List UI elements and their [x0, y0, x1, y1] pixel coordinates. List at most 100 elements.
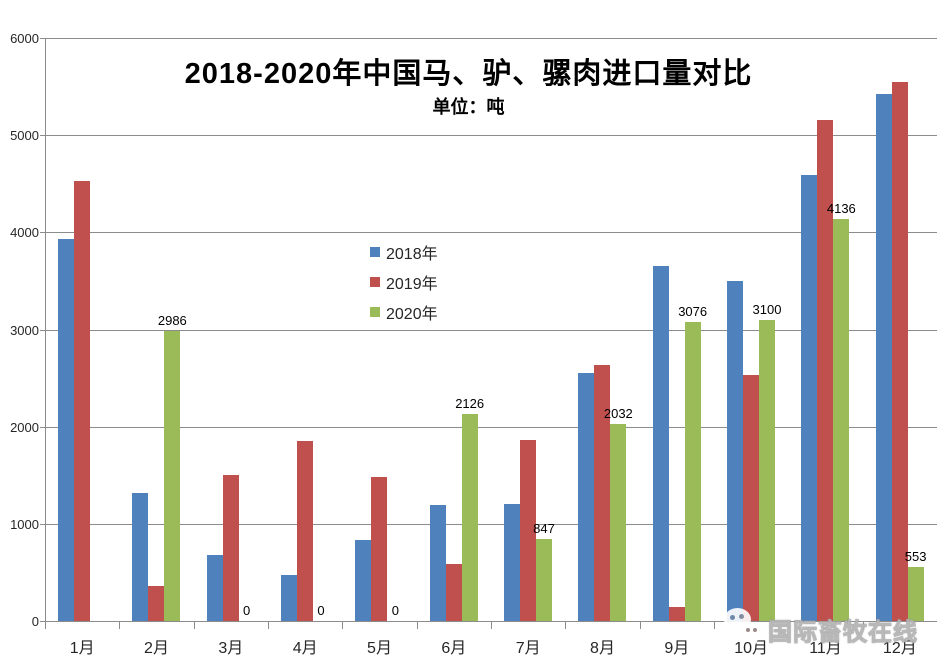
- y-axis-label-2000: 2000: [10, 419, 39, 435]
- x-axis-tick-10: [788, 621, 790, 629]
- bar-2018年-5月: [355, 540, 372, 621]
- x-axis-label-4月: 4月: [292, 640, 318, 657]
- value-label-2020年-3月: 0: [243, 603, 251, 618]
- x-axis-label-3月: 3月: [218, 640, 244, 657]
- gridline-5000: [45, 135, 937, 137]
- x-axis-tick-5: [416, 621, 418, 629]
- bar-2019年-4月: [297, 441, 313, 621]
- x-axis-tick-2: [193, 621, 195, 629]
- legend-swatch-2019: [370, 276, 380, 287]
- y-axis-line: [45, 38, 46, 629]
- x-axis-tick-8: [639, 621, 641, 629]
- y-axis-tick-5000: [40, 135, 45, 137]
- chart-title: 2018-2020年中国马、驴、骡肉进口量对比: [184, 58, 753, 90]
- bar-2020年-10月: [759, 319, 775, 621]
- bar-2020年-6月: [461, 414, 478, 621]
- legend-item-2020: 2020年: [370, 303, 438, 323]
- legend-swatch-2020: [370, 306, 380, 317]
- y-axis-tick-4000: [40, 232, 45, 234]
- gridline-1000: [45, 523, 937, 525]
- x-axis-label-5月: 5月: [367, 640, 392, 657]
- y-axis-tick-6000: [40, 38, 45, 39]
- x-axis-tick-11: [862, 621, 864, 629]
- gridline-3000: [45, 329, 937, 331]
- x-axis-label-2月: 2月: [144, 640, 169, 657]
- bar-2019年-10月: [743, 375, 759, 621]
- wechat-icon-eye: [730, 615, 735, 620]
- bar-2019年-8月: [594, 365, 611, 621]
- bar-2020年-7月: [536, 538, 552, 621]
- value-label-2020年-4月: 0: [317, 603, 325, 618]
- value-label-2020年-2月: 2986: [157, 312, 187, 328]
- y-axis-tick-2000: [40, 426, 45, 428]
- value-label-2020年-12月: 553: [904, 549, 927, 565]
- x-axis-label-7月: 7月: [515, 640, 541, 657]
- gridline-4000: [45, 232, 937, 234]
- bar-2018年-10月: [727, 280, 743, 621]
- bar-2018年-4月: [281, 575, 297, 621]
- y-axis-tick-1000: [40, 523, 45, 525]
- bar-2019年-6月: [445, 563, 462, 621]
- x-axis-label-11月: 11月: [809, 640, 842, 657]
- x-axis-tick-4: [342, 621, 344, 629]
- bar-2020年-12月: [907, 567, 924, 621]
- wechat-icon-eye: [753, 628, 757, 632]
- chart-subtitle: 单位：吨: [432, 97, 505, 117]
- bar-2019年-9月: [668, 607, 685, 621]
- bar-2020年-11月: [833, 219, 850, 621]
- bar-2019年-5月: [371, 477, 388, 621]
- value-label-2020年-10月: 3100: [752, 301, 782, 317]
- bar-2019年-11月: [817, 119, 834, 621]
- bar-2018年-3月: [206, 554, 223, 621]
- x-axis-tick-7: [565, 621, 567, 629]
- value-label-2020年-5月: 0: [391, 603, 399, 618]
- y-axis-label-6000: 6000: [10, 31, 39, 46]
- y-axis-label-5000: 5000: [10, 128, 39, 144]
- value-label-2020年-9月: 3076: [678, 304, 708, 320]
- wechat-icon-eye: [739, 614, 744, 619]
- x-axis-tick-1: [119, 621, 121, 629]
- bar-2019年-1月: [74, 180, 90, 621]
- bar-2019年-12月: [891, 81, 908, 621]
- bar-2019年-2月: [148, 586, 165, 621]
- x-axis-tick-6: [491, 621, 492, 629]
- watermark-text: 国际畜牧在线: [768, 619, 918, 647]
- x-axis-label-1月: 1月: [69, 640, 95, 657]
- x-axis-tick-9: [714, 621, 715, 629]
- bar-2018年-8月: [578, 373, 595, 621]
- bar-2020年-8月: [610, 423, 627, 621]
- watermark: 国际畜牧在线: [716, 598, 926, 656]
- y-axis-tick-0: [40, 621, 45, 622]
- x-axis-label-9月: 9月: [664, 640, 690, 657]
- y-axis-label-0: 0: [31, 614, 39, 629]
- y-axis-label-3000: 3000: [10, 322, 39, 338]
- y-axis-label-1000: 1000: [10, 516, 39, 532]
- legend-swatch-2018: [370, 246, 380, 257]
- gridline-2000: [45, 426, 937, 428]
- legend-label-2019: 2019年: [386, 275, 438, 293]
- y-axis-label-4000: 4000: [10, 225, 39, 241]
- x-axis-label-8月: 8月: [590, 640, 615, 657]
- bar-2018年-1月: [58, 239, 74, 621]
- legend-label-2020: 2020年: [386, 305, 438, 323]
- bar-2018年-11月: [801, 175, 818, 621]
- value-label-2020年-11月: 4136: [826, 201, 856, 217]
- wechat-icon-small-bubble: [741, 622, 762, 642]
- value-label-2020年-6月: 2126: [455, 396, 485, 412]
- legend: 2018年 2019年 2020年: [370, 243, 438, 333]
- x-axis-label-12月: 12月: [882, 640, 917, 657]
- legend-item-2019: 2019年: [370, 273, 438, 293]
- bar-2019年-3月: [222, 475, 239, 621]
- x-axis-tick-0: [45, 621, 46, 629]
- bar-2019年-7月: [520, 440, 536, 621]
- bar-2018年-9月: [652, 266, 669, 621]
- value-label-2020年-7月: 847: [533, 520, 555, 536]
- wechat-icon-eye: [746, 628, 750, 632]
- gridline-6000: [45, 38, 937, 39]
- y-axis-tick-3000: [40, 329, 45, 331]
- bar-2018年-12月: [875, 94, 892, 621]
- bar-2018年-2月: [132, 492, 149, 621]
- x-axis-label-6月: 6月: [441, 640, 467, 657]
- legend-item-2018: 2018年: [370, 243, 438, 263]
